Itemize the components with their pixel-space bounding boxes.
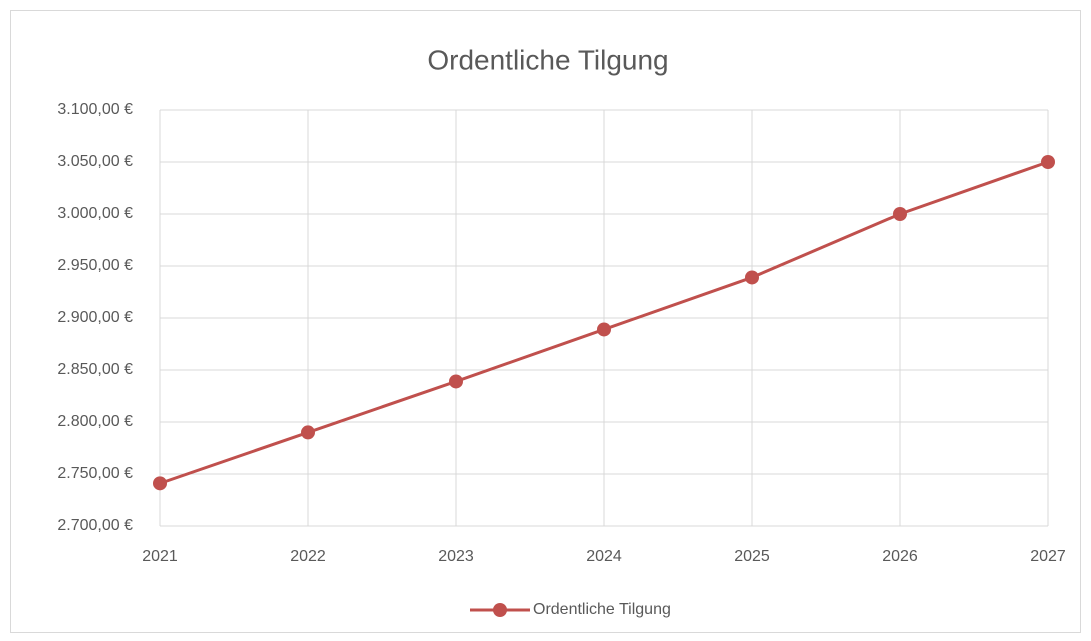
y-tick-label: 2.900,00 € — [57, 309, 133, 326]
x-tick-label: 2021 — [142, 548, 178, 565]
point — [893, 207, 907, 221]
x-tick-label: 2027 — [1030, 548, 1066, 565]
legend-label: Ordentliche Tilgung — [533, 601, 671, 618]
legend-marker — [493, 603, 507, 617]
point — [745, 270, 759, 285]
point — [449, 374, 463, 389]
chart-border — [10, 10, 1081, 633]
y-tick-label: 2.700,00 € — [57, 517, 133, 534]
x-tick-label: 2025 — [734, 548, 770, 565]
y-tick-label: 2.850,00 € — [57, 361, 133, 378]
x-tick-label: 2024 — [586, 548, 622, 565]
y-tick-label: 2.750,00 € — [57, 465, 133, 482]
x-tick-label: 2023 — [438, 548, 474, 565]
x-tick-label: 2022 — [290, 548, 326, 565]
y-tick-label: 3.100,00 € — [57, 101, 133, 118]
chart-title: Ordentliche Tilgung — [427, 44, 668, 75]
y-tick-label: 2.800,00 € — [57, 413, 133, 430]
point — [153, 476, 167, 491]
point — [1041, 155, 1055, 169]
point — [597, 322, 611, 337]
y-tick-label: 3.000,00 € — [57, 205, 133, 222]
point — [301, 425, 315, 440]
x-tick-label: 2026 — [882, 548, 918, 565]
y-tick-label: 3.050,00 € — [57, 153, 133, 170]
y-tick-label: 2.950,00 € — [57, 257, 133, 274]
